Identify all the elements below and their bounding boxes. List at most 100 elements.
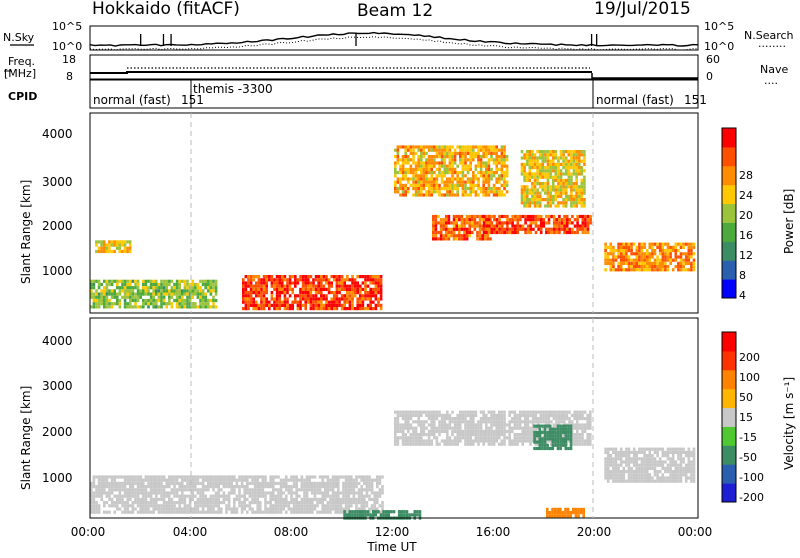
velocity-cell — [459, 433, 462, 437]
power-cell — [577, 194, 581, 198]
power-cell — [453, 171, 457, 175]
velocity-cell — [279, 501, 283, 505]
velocity-cell — [516, 423, 519, 427]
power-cell — [617, 261, 620, 265]
power-cell — [451, 193, 454, 197]
power-cell — [690, 268, 693, 272]
velocity-cell — [573, 413, 576, 417]
power-cell — [420, 148, 423, 152]
velocity-cell — [534, 417, 537, 421]
velocity-cell — [191, 485, 194, 489]
power-cell — [437, 221, 440, 225]
velocity-cell — [474, 436, 478, 440]
velocity-cell — [643, 476, 646, 480]
power-cell — [549, 204, 552, 208]
power-cell — [656, 268, 659, 272]
velocity-cell — [103, 485, 106, 489]
velocity-cell — [303, 494, 306, 498]
power-cell — [544, 188, 547, 192]
power-cell — [477, 183, 480, 187]
power-cell — [455, 237, 458, 241]
power-cell — [361, 297, 365, 301]
velocity-cell — [277, 494, 280, 498]
velocity-cell — [318, 488, 322, 492]
velocity-colorbar-swatch — [722, 426, 736, 446]
power-cell — [614, 268, 618, 272]
power-cell — [516, 221, 520, 225]
velocity-cell — [518, 417, 522, 421]
power-cell — [204, 298, 207, 303]
velocity-cell — [295, 488, 298, 492]
power-cell — [546, 194, 550, 198]
power-cell — [541, 182, 545, 186]
velocity-cell — [632, 479, 636, 483]
power-cell — [445, 227, 448, 231]
velocity-cell — [572, 507, 575, 511]
power-cell — [312, 278, 315, 282]
power-cell — [131, 292, 135, 296]
velocity-cell — [477, 433, 480, 437]
power-cell — [551, 178, 555, 182]
power-cell — [242, 287, 245, 291]
power-cell — [533, 201, 537, 205]
velocity-cell — [404, 413, 407, 417]
power-cell — [183, 286, 187, 290]
velocity-cell — [404, 433, 407, 437]
power-cell — [580, 172, 584, 176]
velocity-cell — [253, 481, 257, 485]
power-cell — [653, 252, 657, 256]
velocity-cell — [144, 485, 148, 489]
power-cell — [505, 164, 509, 168]
velocity-cell — [645, 466, 649, 470]
power-cell — [572, 188, 576, 192]
power-cell — [564, 188, 568, 192]
velocity-cell — [170, 475, 174, 479]
power-cell — [420, 155, 423, 159]
velocity-cell — [440, 413, 444, 417]
power-cell — [625, 252, 628, 256]
velocity-cell — [543, 427, 547, 431]
power-cell — [97, 305, 101, 309]
velocity-cell — [157, 491, 161, 495]
velocity-cell — [337, 481, 340, 485]
power-cell — [495, 224, 499, 228]
power-cell — [401, 171, 405, 175]
power-cell — [152, 295, 155, 299]
power-cell — [666, 242, 670, 246]
velocity-cell — [541, 440, 544, 444]
velocity-cell — [679, 466, 683, 470]
power-cell — [513, 224, 517, 228]
power-cell — [126, 292, 129, 296]
power-cell — [487, 177, 491, 181]
power-cell — [356, 303, 359, 307]
velocity-cell — [95, 504, 98, 508]
power-cell — [539, 214, 543, 219]
power-cell — [97, 286, 101, 290]
power-cell — [162, 282, 166, 287]
power-cell — [356, 287, 359, 291]
power-cell — [214, 298, 218, 303]
velocity-cell — [142, 491, 145, 495]
power-cell — [338, 303, 341, 307]
velocity-cell — [671, 470, 675, 474]
power-cell — [275, 307, 279, 311]
velocity-cell — [573, 433, 576, 437]
velocity-cell — [204, 504, 207, 508]
power-cell — [571, 221, 574, 225]
power-cell — [529, 224, 533, 228]
power-cell — [129, 302, 132, 306]
velocity-cell — [404, 420, 407, 424]
power-cell — [577, 153, 581, 157]
velocity-colorbar-swatch — [722, 464, 736, 484]
power-cell — [572, 201, 576, 205]
vel-cbar-tick-50: 50 — [739, 391, 753, 404]
power-cell — [493, 227, 496, 231]
power-cell — [314, 294, 318, 298]
velocity-cell — [627, 460, 631, 464]
velocity-cell — [261, 488, 265, 492]
power-cell — [186, 305, 189, 309]
velocity-cell — [653, 460, 657, 464]
power-cell — [446, 145, 449, 149]
velocity-cell — [97, 504, 101, 508]
power-cell — [493, 230, 496, 235]
